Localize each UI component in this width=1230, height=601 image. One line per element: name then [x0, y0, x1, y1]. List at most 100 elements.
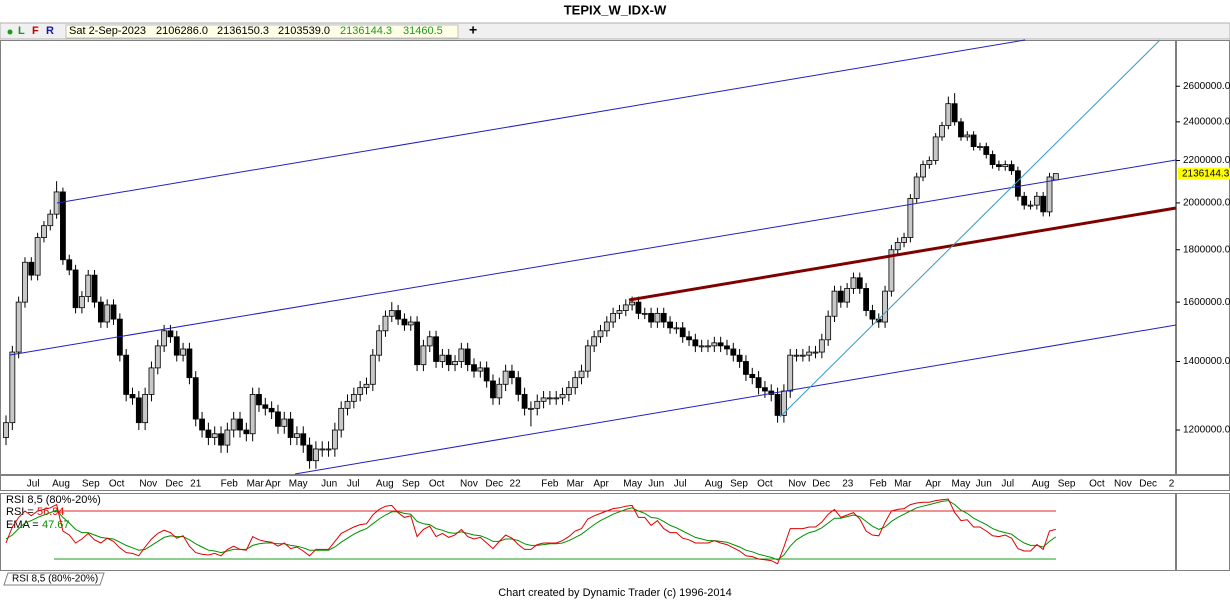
status-dot: [7, 29, 13, 35]
candle-body: [388, 310, 395, 317]
candle-body: [72, 269, 79, 309]
candle-body: [180, 348, 186, 356]
candle-body: [502, 370, 509, 385]
indicator-tab[interactable]: [3, 572, 105, 586]
candle-body: [237, 418, 243, 431]
candle-body: [793, 354, 800, 357]
x-tick-label: Nov: [139, 479, 157, 490]
candle-body: [724, 345, 730, 350]
candle-body: [831, 290, 838, 317]
title-bar: [0, 0, 1230, 22]
candle-body: [281, 418, 288, 427]
candle-body: [736, 354, 743, 362]
candle-body: [471, 364, 477, 372]
candle-body: [85, 274, 92, 297]
candle-body: [1008, 164, 1015, 172]
candle-body: [546, 397, 553, 400]
x-tick-label: May: [623, 479, 642, 490]
plot-frame: [0, 40, 1176, 475]
x-tick-label: Feb: [541, 479, 559, 490]
candle-body: [91, 274, 98, 303]
toolbar-button[interactable]: L: [18, 25, 25, 37]
info-low: 2103539.0: [278, 25, 330, 37]
x-tick-label: Jun: [648, 479, 664, 490]
trendlines: [9, 39, 1177, 475]
x-tick-label: 22: [510, 479, 522, 490]
candle-body: [622, 304, 629, 311]
candle-body: [192, 377, 199, 420]
candle-body: [306, 444, 313, 462]
candle-body: [717, 342, 724, 347]
candle-body: [268, 407, 275, 413]
x-tick-label: Dec: [1139, 479, 1157, 490]
y-tick-label: 1400000.0: [1183, 356, 1230, 367]
candle-body: [603, 321, 610, 332]
trendline: [628, 206, 1177, 302]
candle-body: [679, 327, 686, 338]
candle-body: [635, 301, 642, 314]
candle-body: [1033, 195, 1040, 206]
candle-body: [275, 411, 281, 427]
candle-body: [983, 146, 990, 155]
trendline: [294, 324, 1177, 475]
info-open: 2106286.0: [156, 25, 208, 37]
candle-body: [294, 433, 300, 438]
candle-body: [743, 361, 749, 375]
candle-body: [584, 345, 591, 372]
candle-body: [173, 336, 180, 356]
toolbar-button[interactable]: R: [46, 25, 54, 37]
candle-body: [1002, 164, 1009, 168]
x-tick-label: Feb: [221, 479, 239, 490]
candle-body: [888, 249, 895, 292]
x-tick-label: Aug: [376, 479, 394, 490]
y-tick-label: 1800000.0: [1183, 244, 1230, 255]
x-tick-label: Aug: [1032, 479, 1050, 490]
candle-body: [901, 237, 907, 243]
candle-body: [211, 433, 218, 438]
candle-body: [559, 394, 566, 399]
candle-body: [420, 345, 427, 366]
candle-body: [300, 433, 307, 446]
indicator-tab-label[interactable]: RSI 8,5 (80%-20%): [12, 574, 98, 585]
candle-body: [686, 336, 692, 341]
y-tick-label: 2600000.0: [1183, 81, 1230, 92]
candle-body: [22, 261, 28, 303]
candle-body: [224, 429, 231, 446]
x-tick-label: Jun: [321, 479, 337, 490]
candle-body: [964, 134, 971, 138]
candle-body: [104, 304, 111, 323]
candle-body: [60, 191, 66, 261]
candle-body: [230, 418, 237, 431]
candle-body: [869, 310, 876, 320]
candle-body: [382, 315, 389, 332]
candle-body: [205, 429, 212, 438]
rsi-line: [5, 498, 1056, 565]
candle-body: [837, 290, 844, 303]
toolbar-button[interactable]: F: [32, 25, 39, 37]
candle-body: [812, 351, 819, 354]
x-tick-label: Jul: [27, 479, 40, 490]
candle-body: [350, 394, 357, 402]
candle-body: [553, 397, 560, 400]
x-tick-label: Dec: [165, 479, 183, 490]
trendline: [9, 159, 1177, 356]
candle-body: [540, 397, 547, 402]
candle-body: [452, 361, 458, 366]
candle-body: [249, 394, 256, 435]
candle-body: [528, 407, 534, 410]
x-tick-label: Jul: [1001, 479, 1014, 490]
x-tick-label: Sep: [1058, 479, 1076, 490]
candle-body: [363, 383, 370, 389]
candle-body: [9, 351, 16, 424]
x-tick-label: Nov: [788, 479, 806, 490]
candle-body: [951, 103, 958, 123]
candle-body: [654, 312, 661, 323]
candle-body: [135, 397, 142, 424]
candle-body: [1027, 204, 1034, 207]
candle-body: [186, 348, 193, 379]
add-button[interactable]: +: [469, 22, 477, 38]
x-tick-label: 2: [1169, 479, 1175, 490]
candle-body: [629, 301, 636, 306]
candle-body: [28, 261, 35, 276]
candle-body: [762, 387, 768, 392]
